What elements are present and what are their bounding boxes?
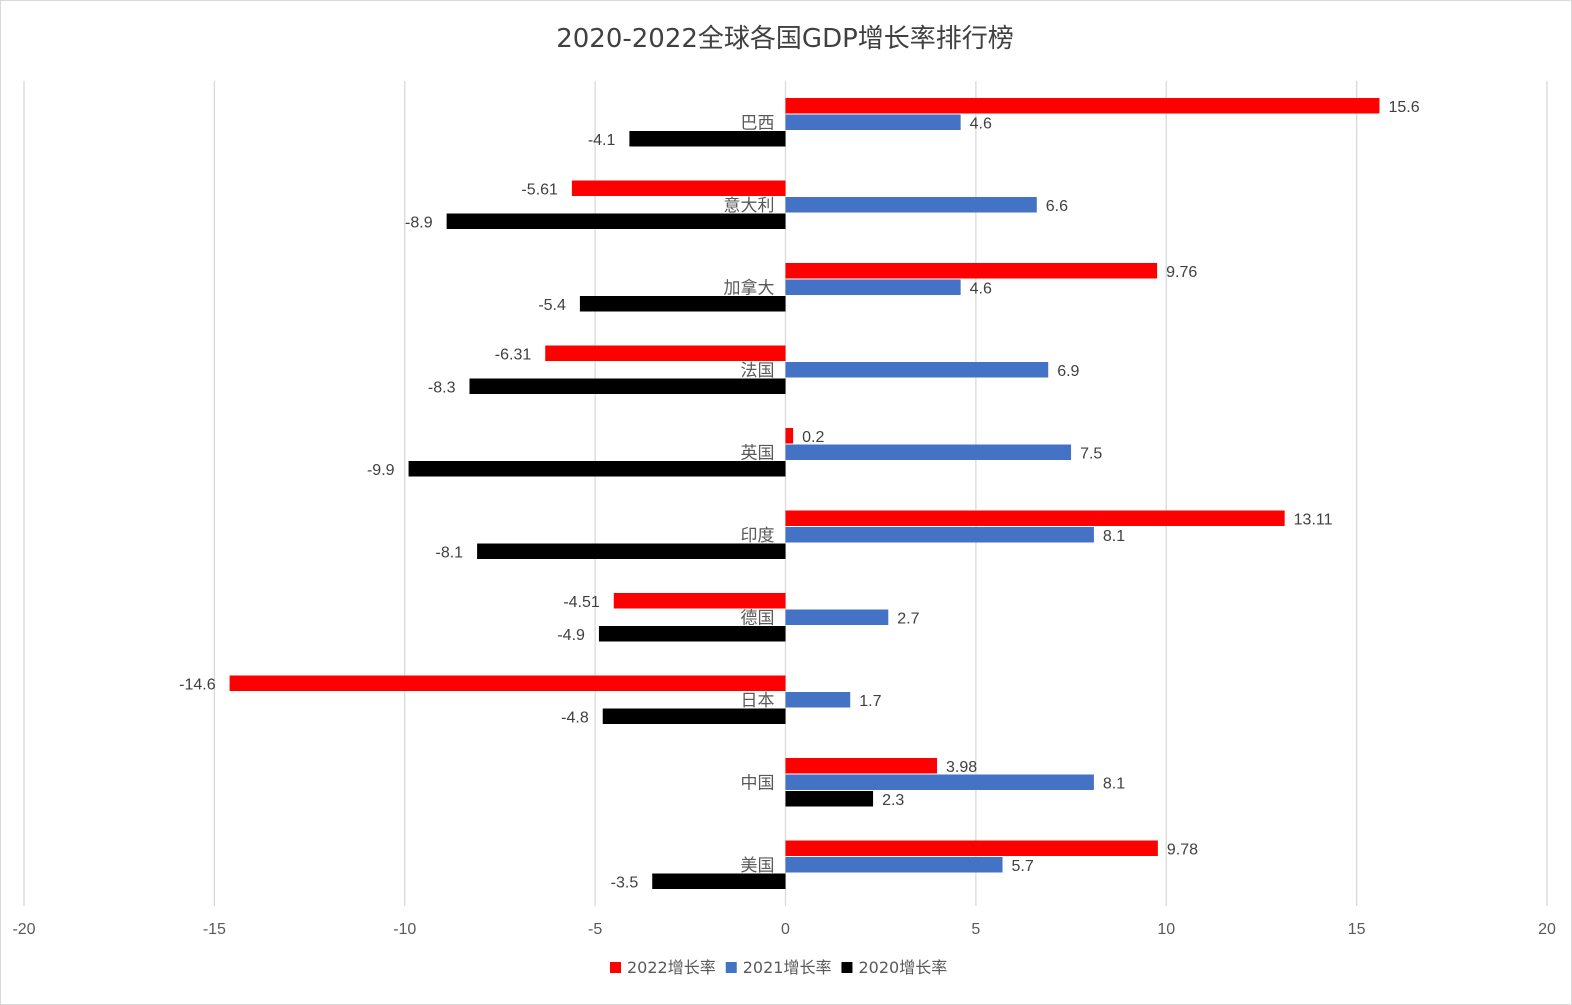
bar-2020增长率 <box>629 131 786 147</box>
x-tick-label: -5 <box>588 921 602 938</box>
bar-2021增长率 <box>785 527 1094 543</box>
legend-swatch <box>725 962 737 973</box>
legend-label: 2021增长率 <box>743 958 832 977</box>
bar-2021增长率 <box>785 609 889 625</box>
category-label: 巴西 <box>741 113 775 133</box>
data-label: -8.3 <box>428 379 456 396</box>
legend-swatch <box>841 962 853 973</box>
bar-2022增长率 <box>785 840 1158 856</box>
data-label: 7.5 <box>1080 445 1102 462</box>
category-label: 德国 <box>741 608 775 628</box>
data-label: -5.4 <box>538 297 566 314</box>
data-label: -4.1 <box>588 132 616 149</box>
category-label: 印度 <box>741 526 775 546</box>
bar-2022增长率 <box>785 263 1158 279</box>
x-tick-label: 10 <box>1157 921 1175 938</box>
category-label: 英国 <box>741 443 775 463</box>
data-label: 4.6 <box>970 115 992 132</box>
data-label: 6.9 <box>1057 363 1079 380</box>
data-label: 8.1 <box>1103 775 1125 792</box>
bar-2021增长率 <box>785 197 1037 213</box>
data-label: -14.6 <box>179 676 216 693</box>
data-label: -4.8 <box>561 709 589 726</box>
bar-2022增长率 <box>545 345 786 361</box>
data-label: 6.6 <box>1046 198 1068 215</box>
data-label: 2.3 <box>882 792 904 809</box>
legend-label: 2020增长率 <box>858 958 947 977</box>
bar-2021增长率 <box>785 362 1049 378</box>
data-label: 5.7 <box>1012 858 1034 875</box>
bar-2020增长率 <box>598 626 786 642</box>
legend: 2022增长率 2021增长率 2020增长率 <box>610 958 947 977</box>
bar-2021增长率 <box>785 114 961 130</box>
bar-2020增长率 <box>602 708 786 724</box>
bar-2021增长率 <box>785 444 1072 460</box>
bar-2021增长率 <box>785 279 961 295</box>
bar-2021增长率 <box>785 857 1003 873</box>
data-label: 3.98 <box>946 759 977 776</box>
x-tick-label: -15 <box>203 921 226 938</box>
x-tick-label: -20 <box>12 921 35 938</box>
x-axis-tick-labels: -20 -15 -10 -5 0 5 10 15 20 <box>12 921 1556 938</box>
data-label: -4.9 <box>557 627 585 644</box>
bar-2020增长率 <box>408 461 786 477</box>
legend-swatch <box>610 962 621 973</box>
bar-2022增长率 <box>229 675 786 691</box>
x-tick-label: -10 <box>393 921 416 938</box>
x-tick-label: 15 <box>1348 921 1366 938</box>
bars <box>229 98 1380 889</box>
data-label: 4.6 <box>970 280 992 297</box>
chart-title: 2020-2022全球各国GDP增长率排行榜 <box>556 24 1014 54</box>
category-label: 日本 <box>741 691 775 711</box>
bar-2022增长率 <box>571 180 786 196</box>
x-tick-label: 0 <box>781 921 790 938</box>
data-label: -6.31 <box>495 346 532 363</box>
data-label: -4.51 <box>563 594 600 611</box>
data-label: -9.9 <box>367 462 395 479</box>
category-label: 法国 <box>741 361 775 381</box>
bar-2020增长率 <box>652 873 786 889</box>
data-label: -3.5 <box>611 874 639 891</box>
bar-2021增长率 <box>785 774 1094 790</box>
bar-2021增长率 <box>785 692 851 708</box>
bar-2020增长率 <box>477 543 786 559</box>
data-label: -8.1 <box>436 544 464 561</box>
x-tick-label: 5 <box>971 921 980 938</box>
data-label: 15.6 <box>1388 99 1419 116</box>
category-label: 中国 <box>741 773 775 793</box>
bar-2022增长率 <box>785 98 1380 114</box>
data-label: 8.1 <box>1103 528 1125 545</box>
category-label: 加拿大 <box>724 277 775 298</box>
category-label: 美国 <box>741 856 775 876</box>
bar-2022增长率 <box>785 428 794 444</box>
x-tick-label: 20 <box>1538 921 1556 938</box>
data-label: 9.78 <box>1167 841 1198 858</box>
data-label: 2.7 <box>897 610 919 627</box>
data-labels: 15.6 4.6 -4.1 -5.61 6.6 -8.9 9.76 4.6 -5.4 -6.31 6… <box>179 99 1420 892</box>
data-label: 1.7 <box>859 693 881 710</box>
data-label: 13.11 <box>1294 511 1333 528</box>
bar-2020增长率 <box>785 791 874 807</box>
legend-label: 2022增长率 <box>627 958 716 977</box>
data-label: 0.2 <box>802 429 824 446</box>
data-label: -8.9 <box>405 214 433 231</box>
bar-2020增长率 <box>446 213 786 229</box>
data-label: -5.61 <box>521 181 558 198</box>
bar-2020增长率 <box>579 296 786 312</box>
bar-2020增长率 <box>469 378 786 394</box>
bar-2022增长率 <box>785 510 1285 526</box>
category-label: 意大利 <box>724 196 775 216</box>
bar-2022增长率 <box>613 593 786 609</box>
bar-2022增长率 <box>785 758 938 774</box>
data-label: 9.76 <box>1166 264 1197 281</box>
